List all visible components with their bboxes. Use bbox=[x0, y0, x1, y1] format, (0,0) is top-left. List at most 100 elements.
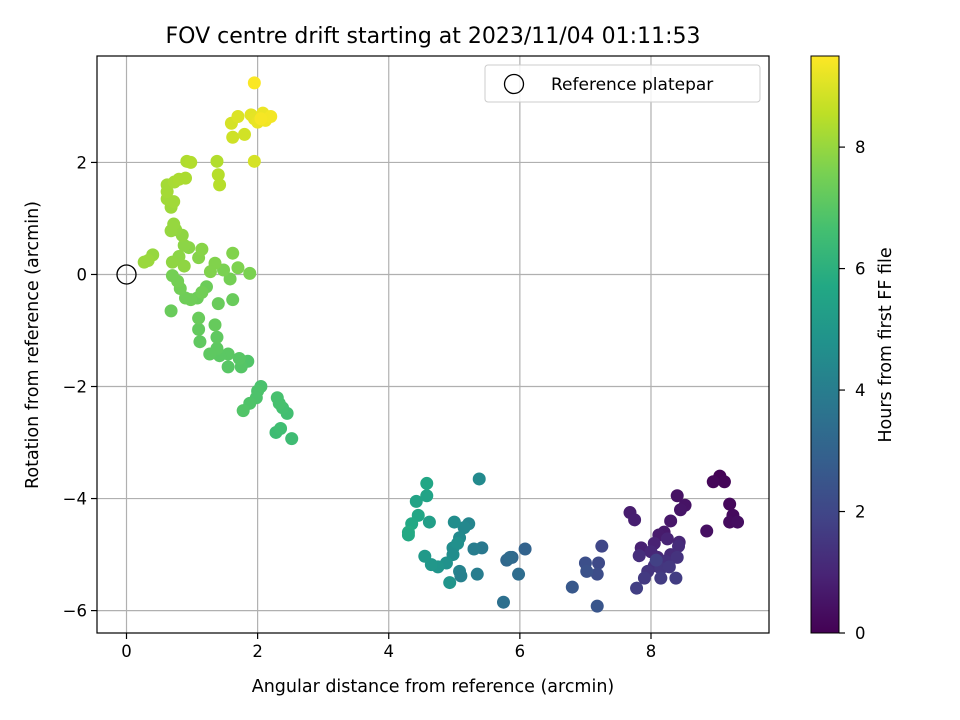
data-point bbox=[285, 432, 299, 446]
data-point bbox=[226, 293, 240, 307]
data-point bbox=[669, 571, 683, 585]
x-tick-label: 0 bbox=[121, 642, 132, 661]
y-axis-label: Rotation from reference (arcmin) bbox=[23, 201, 43, 489]
x-tick-label: 2 bbox=[252, 642, 263, 661]
colorbar-tick-label: 8 bbox=[855, 138, 866, 157]
data-point bbox=[670, 550, 684, 564]
legend: Reference platepar bbox=[484, 64, 761, 103]
data-point bbox=[637, 571, 651, 585]
data-point bbox=[231, 261, 245, 275]
data-point bbox=[193, 335, 207, 349]
data-point bbox=[660, 532, 674, 546]
data-point bbox=[231, 110, 245, 124]
data-point bbox=[670, 489, 684, 503]
reference-marker-layer bbox=[116, 264, 137, 285]
data-point bbox=[418, 549, 432, 563]
data-point bbox=[165, 255, 179, 269]
data-point bbox=[195, 285, 209, 299]
y-tick-label: −2 bbox=[63, 378, 87, 397]
data-point bbox=[443, 576, 457, 590]
data-point bbox=[565, 580, 579, 594]
data-point bbox=[177, 259, 191, 273]
data-point bbox=[264, 110, 278, 124]
colorbar-label: Hours from first FF file bbox=[876, 247, 896, 442]
data-point bbox=[409, 494, 423, 508]
plot-frame bbox=[96, 55, 770, 634]
y-tick-label: −6 bbox=[63, 602, 87, 621]
legend-marker bbox=[503, 73, 525, 95]
data-point bbox=[226, 130, 240, 144]
data-point bbox=[195, 242, 209, 256]
colorbar-tick-label: 6 bbox=[855, 260, 866, 279]
data-point bbox=[247, 76, 261, 90]
data-point bbox=[164, 304, 178, 318]
y-axis-ticks: −6 −4 −2 0 2 bbox=[63, 153, 97, 621]
x-axis-label: Angular distance from reference (arcmin) bbox=[252, 677, 615, 697]
data-point bbox=[232, 352, 246, 366]
data-point bbox=[422, 515, 436, 529]
data-point bbox=[731, 515, 745, 529]
data-point bbox=[595, 539, 609, 553]
data-point bbox=[226, 246, 240, 260]
data-point bbox=[254, 112, 268, 126]
scatter-points bbox=[137, 76, 745, 613]
data-point bbox=[137, 255, 151, 269]
data-point bbox=[590, 599, 604, 613]
colorbar-tick-label: 2 bbox=[855, 503, 866, 522]
data-point bbox=[270, 391, 284, 405]
data-point bbox=[401, 528, 415, 542]
data-point bbox=[184, 155, 198, 169]
data-point bbox=[208, 318, 222, 332]
data-point bbox=[210, 154, 224, 168]
x-axis-ticks: 0 2 4 6 8 bbox=[121, 633, 656, 661]
data-point bbox=[243, 266, 257, 280]
data-point bbox=[470, 567, 484, 581]
data-point bbox=[221, 360, 235, 374]
grid-lines bbox=[97, 56, 769, 633]
data-point bbox=[179, 291, 193, 305]
data-point bbox=[167, 217, 181, 231]
data-point bbox=[211, 297, 225, 311]
data-point bbox=[592, 556, 606, 570]
data-point bbox=[177, 238, 191, 252]
data-point bbox=[717, 475, 731, 489]
data-point bbox=[203, 347, 217, 361]
data-point bbox=[700, 524, 714, 538]
data-point bbox=[223, 272, 237, 286]
data-point bbox=[238, 127, 252, 141]
data-point bbox=[673, 503, 687, 517]
data-point bbox=[236, 404, 250, 418]
legend-label: Reference platepar bbox=[551, 75, 713, 95]
data-point bbox=[203, 265, 217, 279]
colorbar: 0 2 4 6 8 Hours from first FF file bbox=[810, 55, 896, 643]
data-point bbox=[706, 475, 720, 489]
data-point bbox=[649, 553, 663, 567]
data-point bbox=[454, 569, 468, 583]
data-point bbox=[518, 542, 532, 556]
x-tick-label: 8 bbox=[646, 642, 657, 661]
y-tick-label: −4 bbox=[63, 490, 87, 509]
data-point bbox=[590, 567, 604, 581]
data-point bbox=[628, 513, 642, 527]
colorbar-ticks: 0 2 4 6 8 bbox=[839, 138, 866, 643]
x-tick-label: 4 bbox=[383, 642, 394, 661]
data-point bbox=[210, 330, 224, 344]
colorbar-gradient bbox=[810, 55, 840, 634]
data-point bbox=[654, 571, 668, 585]
data-point bbox=[447, 515, 461, 529]
y-tick-label: 0 bbox=[77, 265, 88, 284]
data-point bbox=[274, 422, 288, 436]
data-point bbox=[512, 567, 526, 581]
data-point bbox=[580, 564, 594, 578]
y-tick-label: 2 bbox=[77, 153, 88, 172]
data-point bbox=[467, 542, 481, 556]
data-point bbox=[211, 168, 225, 182]
data-point bbox=[723, 497, 737, 511]
data-point bbox=[451, 536, 465, 550]
x-tick-label: 6 bbox=[515, 642, 526, 661]
data-point bbox=[247, 154, 261, 168]
data-point bbox=[457, 521, 471, 535]
data-point bbox=[630, 581, 644, 595]
data-point bbox=[632, 549, 646, 563]
